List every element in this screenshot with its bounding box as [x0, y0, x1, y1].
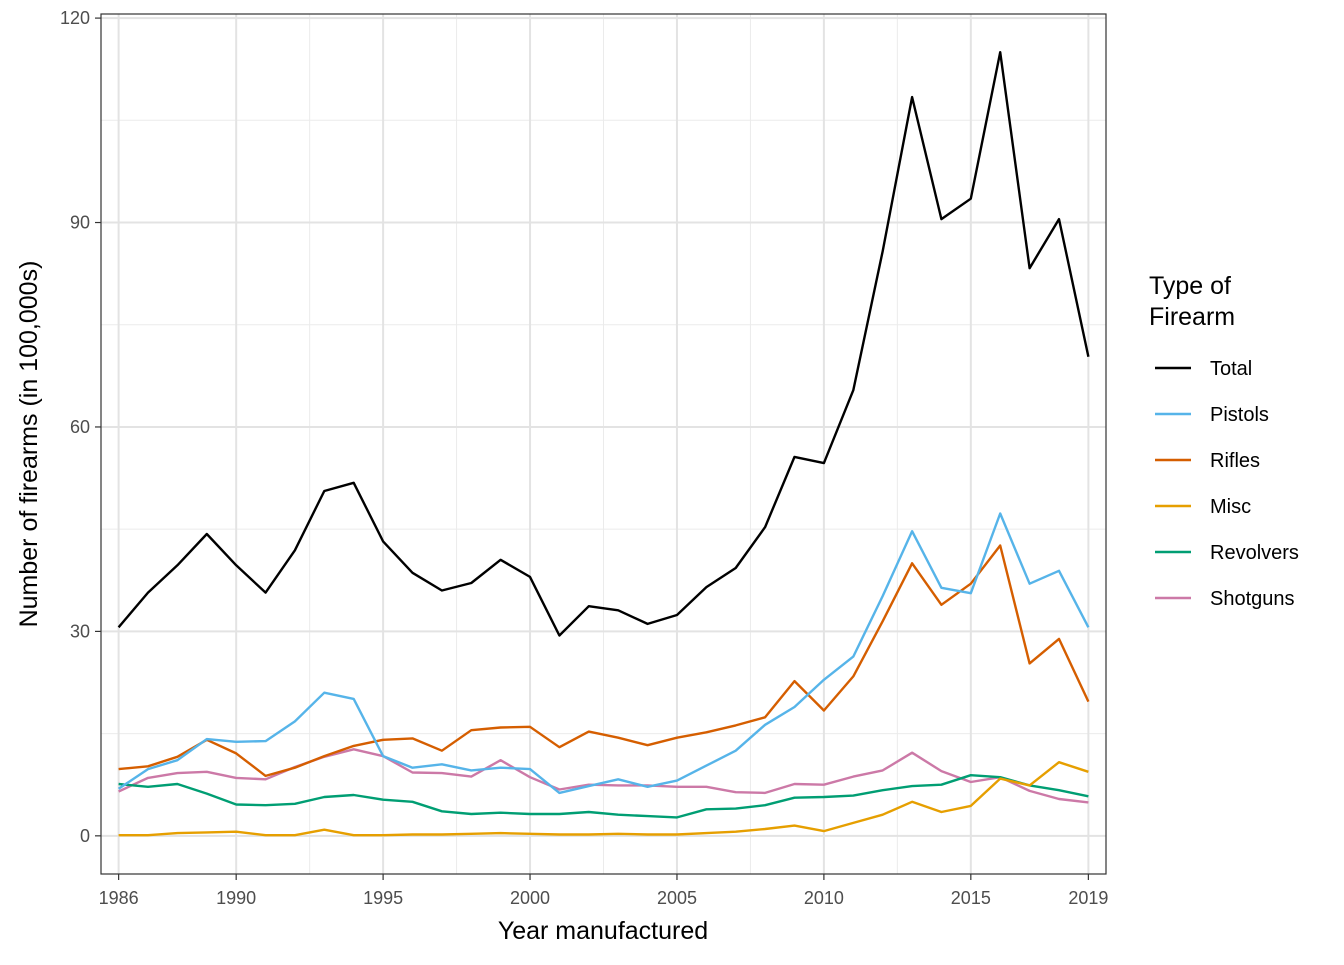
legend-label-misc: Misc [1210, 496, 1251, 518]
x-axis-title: Year manufactured [498, 917, 708, 945]
legend-label-total: Total [1210, 358, 1252, 380]
y-tick-label: 60 [70, 417, 90, 437]
legend-label-shotguns: Shotguns [1210, 588, 1295, 610]
legend-items: Total Pistols Rifles Misc Revolvers Shotguns [1155, 358, 1299, 610]
legend: Type of Firearm Total Pistols Rifles Misc Re… [1149, 272, 1299, 610]
legend-label-rifles: Rifles [1210, 450, 1260, 472]
x-tick-label: 2000 [510, 888, 550, 908]
x-tick-label: 2005 [657, 888, 697, 908]
legend-label-pistols: Pistols [1210, 404, 1269, 426]
x-axis: 1986 1990 1995 2000 2005 2010 2015 2019 [99, 874, 1108, 908]
series-line-misc [118, 761, 1089, 837]
legend-title-line-1: Type of [1149, 272, 1231, 300]
y-tick-label: 30 [70, 621, 90, 641]
x-tick-label: 1990 [216, 888, 256, 908]
y-tick-label: 120 [60, 8, 90, 28]
series-lines [117, 51, 1090, 837]
series-line-pistols [117, 512, 1090, 795]
x-tick-label: 2015 [951, 888, 991, 908]
x-tick-label: 2010 [804, 888, 844, 908]
series-line-revolvers [118, 774, 1089, 819]
legend-label-revolvers: Revolvers [1210, 542, 1299, 564]
legend-title-line-2: Firearm [1149, 303, 1235, 331]
x-tick-label: 1995 [363, 888, 403, 908]
y-axis-title: Number of firearms (in 100,000s) [15, 261, 43, 628]
series-line-total [117, 51, 1090, 637]
y-tick-label: 0 [80, 826, 90, 846]
plot-border [100, 13, 1107, 875]
y-axis: 0 30 60 90 120 [60, 8, 101, 846]
series-line-shotguns [118, 748, 1089, 804]
series-line-rifles [118, 544, 1090, 778]
x-tick-label: 2019 [1068, 888, 1108, 908]
x-tick-label: 1986 [99, 888, 139, 908]
y-tick-label: 90 [70, 213, 90, 233]
gridlines [101, 14, 1106, 874]
